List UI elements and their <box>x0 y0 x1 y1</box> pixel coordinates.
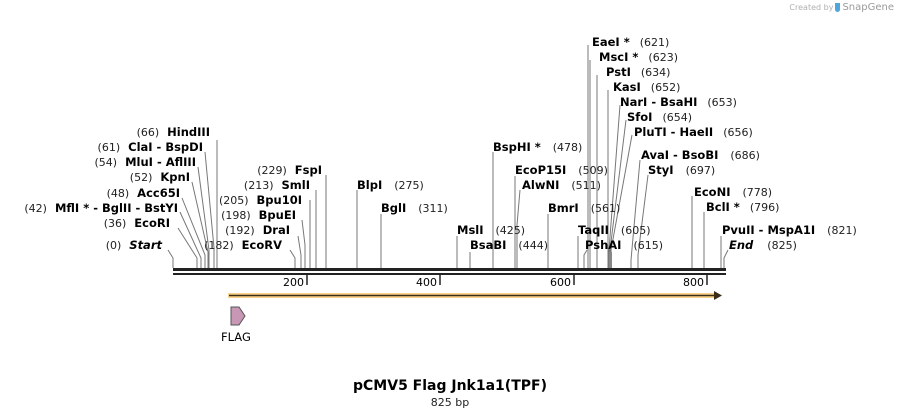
site-label-kasi[interactable]: KasI (652) <box>613 80 680 94</box>
site-label-hindiii[interactable]: (66) HindIII <box>137 125 210 139</box>
site-label-mfli[interactable]: (42) MflI * - BglII - BstYI <box>24 201 178 215</box>
site-label-econi[interactable]: EcoNI (778) <box>694 185 772 199</box>
site-label-psti[interactable]: PstI (634) <box>606 65 670 79</box>
site-label-alwni[interactable]: AlwNI (511) <box>522 178 601 192</box>
site-label-bgli[interactable]: BglI (311) <box>381 201 448 215</box>
site-label-acc65i[interactable]: (48) Acc65I <box>107 186 180 200</box>
map-length: 825 bp <box>430 396 470 409</box>
site-label-bmri[interactable]: BmrI (561) <box>548 201 620 215</box>
site-label-taqii[interactable]: TaqII (605) <box>578 223 651 237</box>
site-label-pvuii[interactable]: PvuII - MspA1I (821) <box>722 223 857 237</box>
credit-prefix: Created by <box>789 3 834 12</box>
site-label-clai[interactable]: (61) ClaI - BspDI <box>98 140 203 154</box>
site-label-bcli[interactable]: BclI * (796) <box>706 200 779 214</box>
site-label-msci[interactable]: MscI * (623) <box>599 50 678 64</box>
flag-feature[interactable] <box>230 306 246 326</box>
site-label-nari[interactable]: NarI - BsaHI (653) <box>620 95 737 109</box>
site-label-bpu10i[interactable]: (205) Bpu10I <box>219 193 302 207</box>
ruler: 200 400 600 800 <box>283 275 708 289</box>
site-label-blpi[interactable]: BlpI (275) <box>357 178 424 192</box>
site-label-sfoi[interactable]: SfoI (654) <box>627 110 692 124</box>
site-label-bpuei[interactable]: (198) BpuEI <box>221 208 296 222</box>
sequence-backbone <box>173 268 726 275</box>
flag-feature-label: FLAG <box>221 330 251 344</box>
snapgene-logo-icon <box>835 3 841 12</box>
snapgene-credit: Created by SnapGene <box>789 2 894 13</box>
site-label-start[interactable]: (0) Start <box>106 238 163 252</box>
ruler-label-200: 200 <box>283 276 304 289</box>
site-label-ecori[interactable]: (36) EcoRI <box>104 216 170 230</box>
site-label-smli[interactable]: (213) SmlI <box>244 178 310 192</box>
site-label-avai[interactable]: AvaI - BsoBI (686) <box>641 148 760 162</box>
site-label-mlui[interactable]: (54) MluI - AflIII <box>95 155 197 169</box>
site-label-msli[interactable]: MslI (425) <box>457 223 525 237</box>
site-label-fspi[interactable]: (229) FspI <box>257 163 322 177</box>
site-label-styi[interactable]: StyI (697) <box>648 163 715 177</box>
site-label-end[interactable]: End (825) <box>729 238 797 252</box>
site-label-pshai[interactable]: PshAI (615) <box>585 238 663 252</box>
site-label-pluti[interactable]: PluTI - HaeII (656) <box>634 125 753 139</box>
ruler-label-400: 400 <box>416 276 437 289</box>
site-label-drai[interactable]: (192) DraI <box>225 223 290 237</box>
site-label-ecop15i[interactable]: EcoP15I (509) <box>515 163 608 177</box>
site-label-ecorv[interactable]: (182) EcoRV <box>204 238 282 252</box>
site-label-eaei[interactable]: EaeI * (621) <box>592 35 669 49</box>
site-labels: (0) Start (36) EcoRI (42) MflI * - BglII - … <box>24 35 856 252</box>
site-label-bsabi[interactable]: BsaBI (444) <box>470 238 548 252</box>
credit-brand: SnapGene <box>842 2 894 13</box>
site-label-bsphi[interactable]: BspHI * (478) <box>493 140 582 154</box>
ruler-label-800: 800 <box>683 276 704 289</box>
orf-arrow[interactable] <box>228 291 722 300</box>
map-title: pCMV5 Flag Jnk1a1(TPF) <box>353 378 547 394</box>
site-label-kpni[interactable]: (52) KpnI <box>130 170 190 184</box>
dense-site-block <box>609 252 612 268</box>
ruler-label-600: 600 <box>550 276 571 289</box>
